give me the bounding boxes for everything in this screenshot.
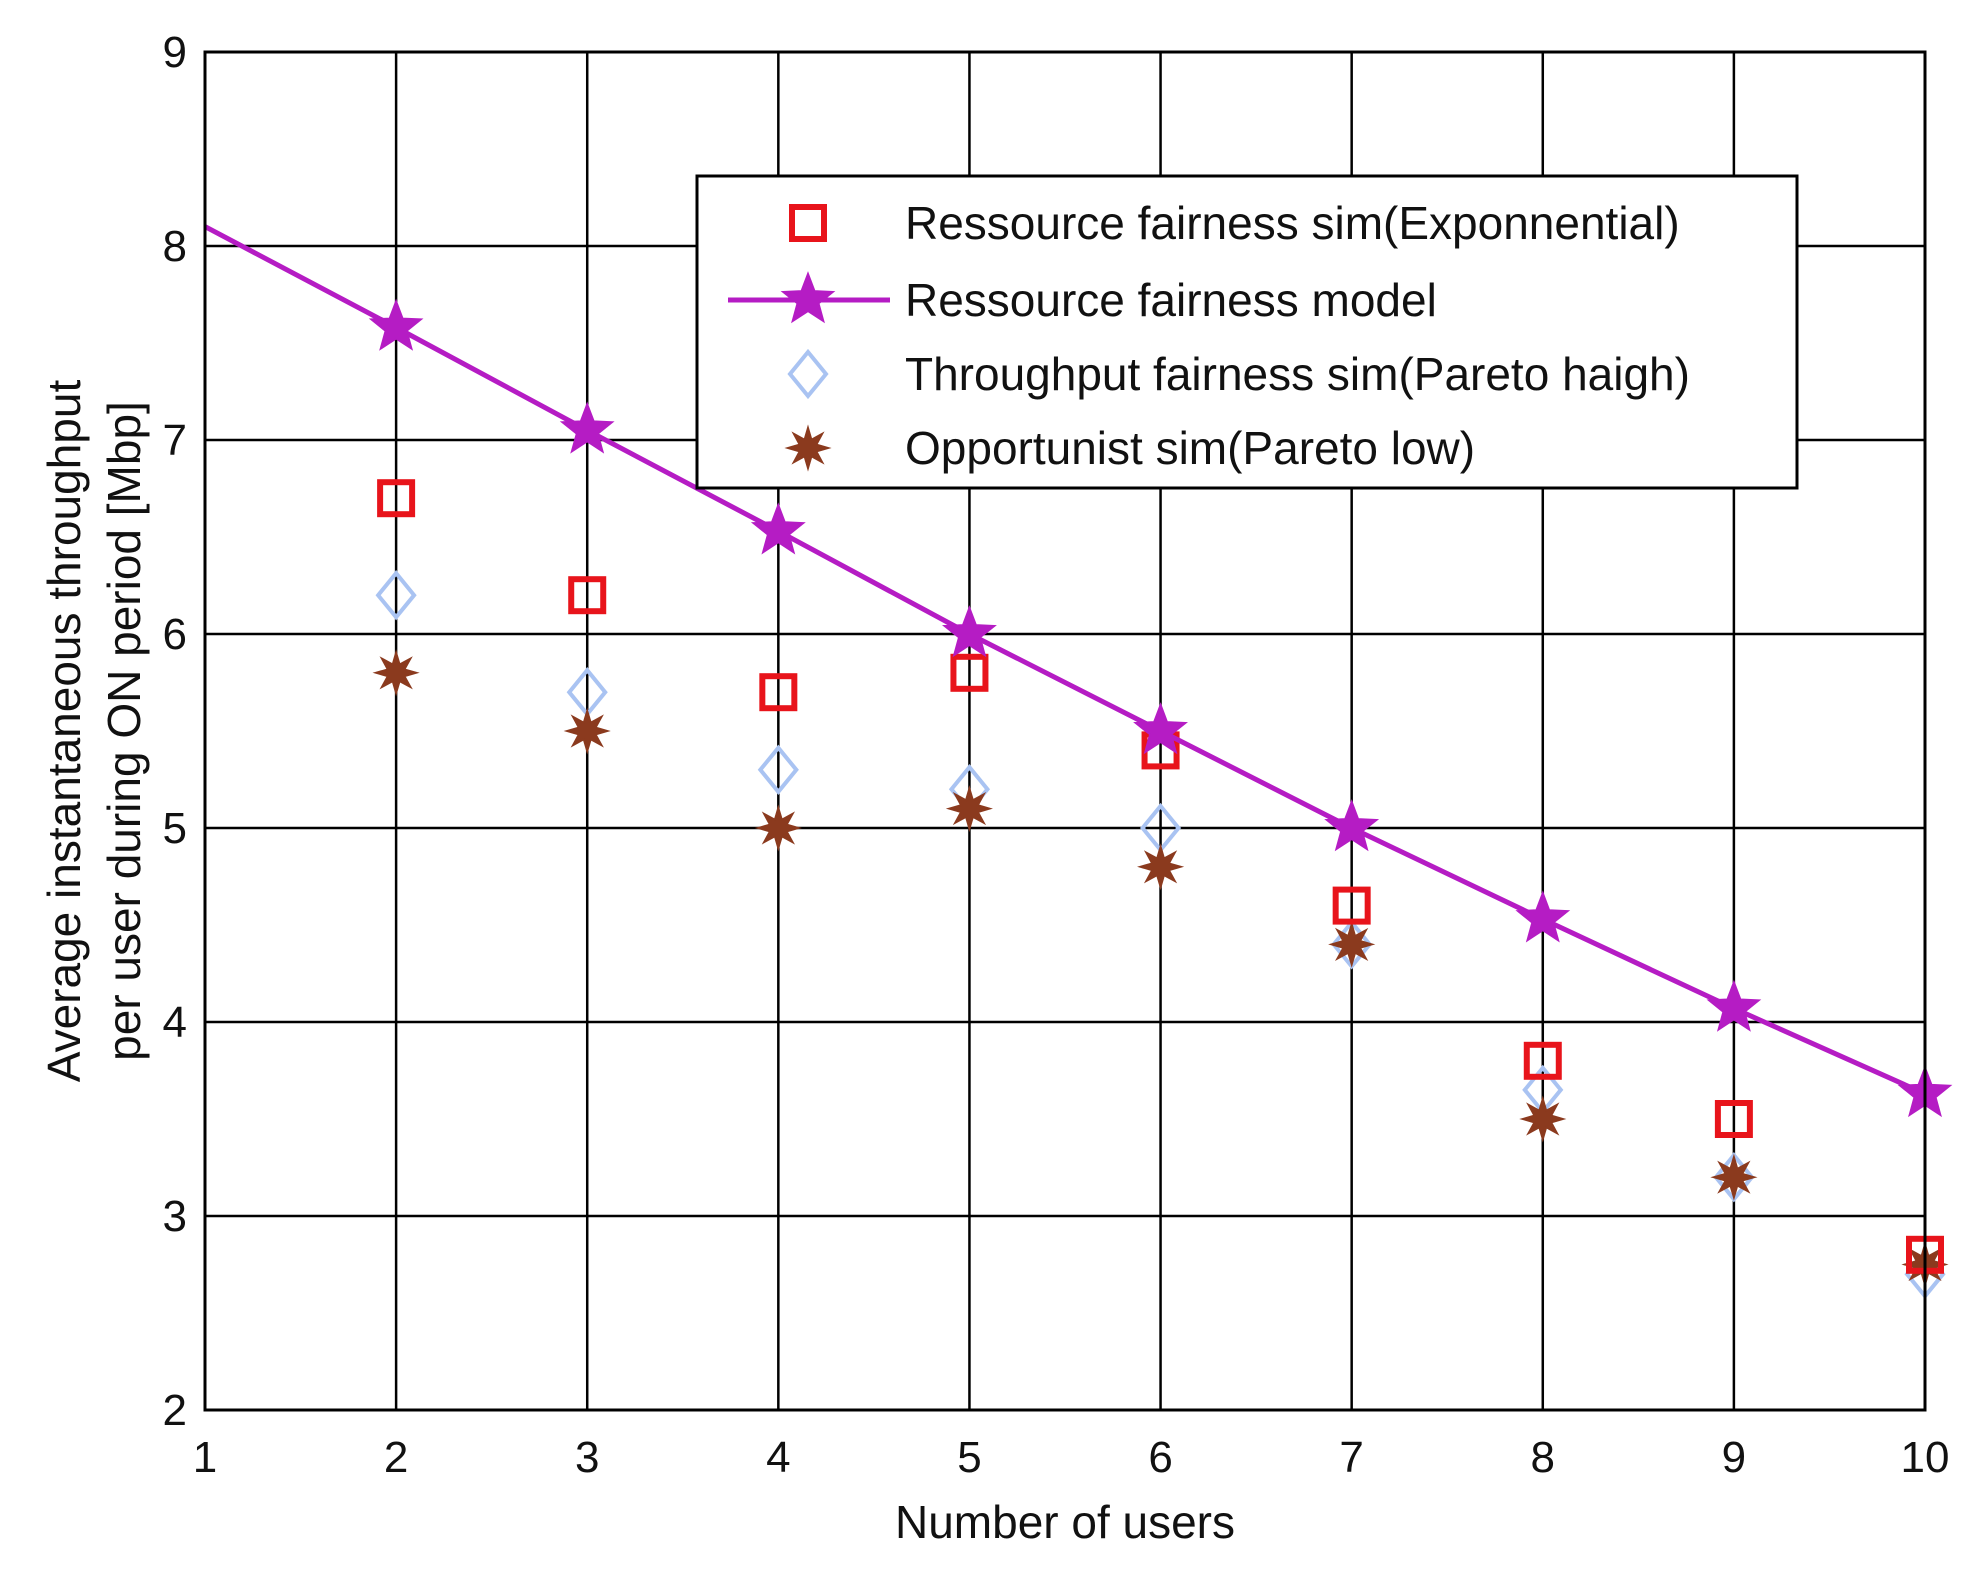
data-point-star <box>1515 890 1571 943</box>
series-line <box>203 224 1927 1097</box>
legend-label: Ressource fairness sim(Exponnential) <box>905 197 1680 249</box>
data-point-splat <box>372 649 420 697</box>
y-tick-label: 2 <box>163 1386 187 1435</box>
legend-label: Opportunist sim(Pareto low) <box>905 422 1475 474</box>
x-tick-label: 5 <box>957 1433 981 1482</box>
legend-entry: Throughput fairness sim(Pareto haigh) <box>787 348 1690 400</box>
legend-entry: Opportunist sim(Pareto low) <box>784 422 1475 474</box>
x-tick-label: 3 <box>575 1433 599 1482</box>
y-tick-label: 7 <box>163 416 187 465</box>
y-tick-label: 6 <box>163 610 187 659</box>
data-point-star <box>1133 702 1188 755</box>
data-point-splat <box>945 785 993 833</box>
data-point-splat <box>1328 920 1376 968</box>
x-tick-label: 10 <box>1901 1433 1950 1482</box>
x-tick-label: 7 <box>1339 1433 1363 1482</box>
data-point-diamond <box>375 570 417 621</box>
data-point-square <box>1714 1100 1753 1138</box>
x-tick-label: 1 <box>193 1433 217 1482</box>
legend-marker-star <box>780 271 836 324</box>
data-point-splat <box>1710 1153 1758 1201</box>
x-tick-label: 6 <box>1148 1433 1172 1482</box>
legend-marker-splat <box>784 424 832 472</box>
legend-entry: Ressource fairness model <box>728 271 1437 326</box>
legend-marker-diamond <box>787 348 829 400</box>
legend-marker-square <box>789 204 827 242</box>
legend-label: Ressource fairness model <box>905 274 1437 326</box>
data-point-square <box>377 479 416 518</box>
y-axis-title-line-1: Average instantaneous throughput <box>38 380 90 1083</box>
legend-box <box>695 174 1799 490</box>
data-point-square <box>1523 1041 1562 1080</box>
series-star <box>203 224 1953 1118</box>
data-point-splat <box>1519 1095 1567 1143</box>
data-point-square <box>950 653 989 692</box>
data-point-star <box>942 605 997 658</box>
x-tick-label: 8 <box>1531 1433 1555 1482</box>
legend: Ressource fairness sim(Exponnential) Ress… <box>695 174 1799 490</box>
plot-series <box>203 224 1953 1300</box>
data-point-splat <box>563 707 611 755</box>
y-tick-label: 5 <box>163 804 187 853</box>
x-axis-title: Number of users <box>895 1496 1235 1548</box>
data-point-diamond <box>757 744 799 795</box>
legend-entry: Ressource fairness sim(Exponnential) <box>789 197 1680 249</box>
x-tick-label: 4 <box>766 1433 790 1482</box>
y-tick-label: 8 <box>163 222 187 271</box>
data-point-splat <box>1137 843 1185 891</box>
x-tick-label: 9 <box>1722 1433 1746 1482</box>
y-axis-title-line-2: per user during ON period [Mbp] <box>98 401 150 1061</box>
data-point-star <box>559 401 615 454</box>
data-point-square <box>759 673 798 712</box>
y-tick-label: 9 <box>163 28 187 77</box>
plot-frame <box>203 50 1927 1412</box>
legend-entries: Ressource fairness sim(Exponnential) Ress… <box>728 197 1690 474</box>
y-tick-label: 4 <box>163 998 187 1047</box>
x-tick-label: 2 <box>384 1433 408 1482</box>
series-square <box>377 479 1944 1274</box>
data-point-star <box>1324 799 1380 852</box>
y-tick-label: 3 <box>163 1192 187 1241</box>
legend-label: Throughput fairness sim(Pareto haigh) <box>905 348 1690 400</box>
data-point-star <box>750 502 806 555</box>
data-point-square <box>568 576 607 615</box>
series-splat <box>372 649 1949 1289</box>
data-point-star <box>1706 979 1762 1032</box>
data-point-square <box>1332 886 1371 925</box>
data-point-star <box>368 298 424 351</box>
data-point-splat <box>754 804 802 852</box>
